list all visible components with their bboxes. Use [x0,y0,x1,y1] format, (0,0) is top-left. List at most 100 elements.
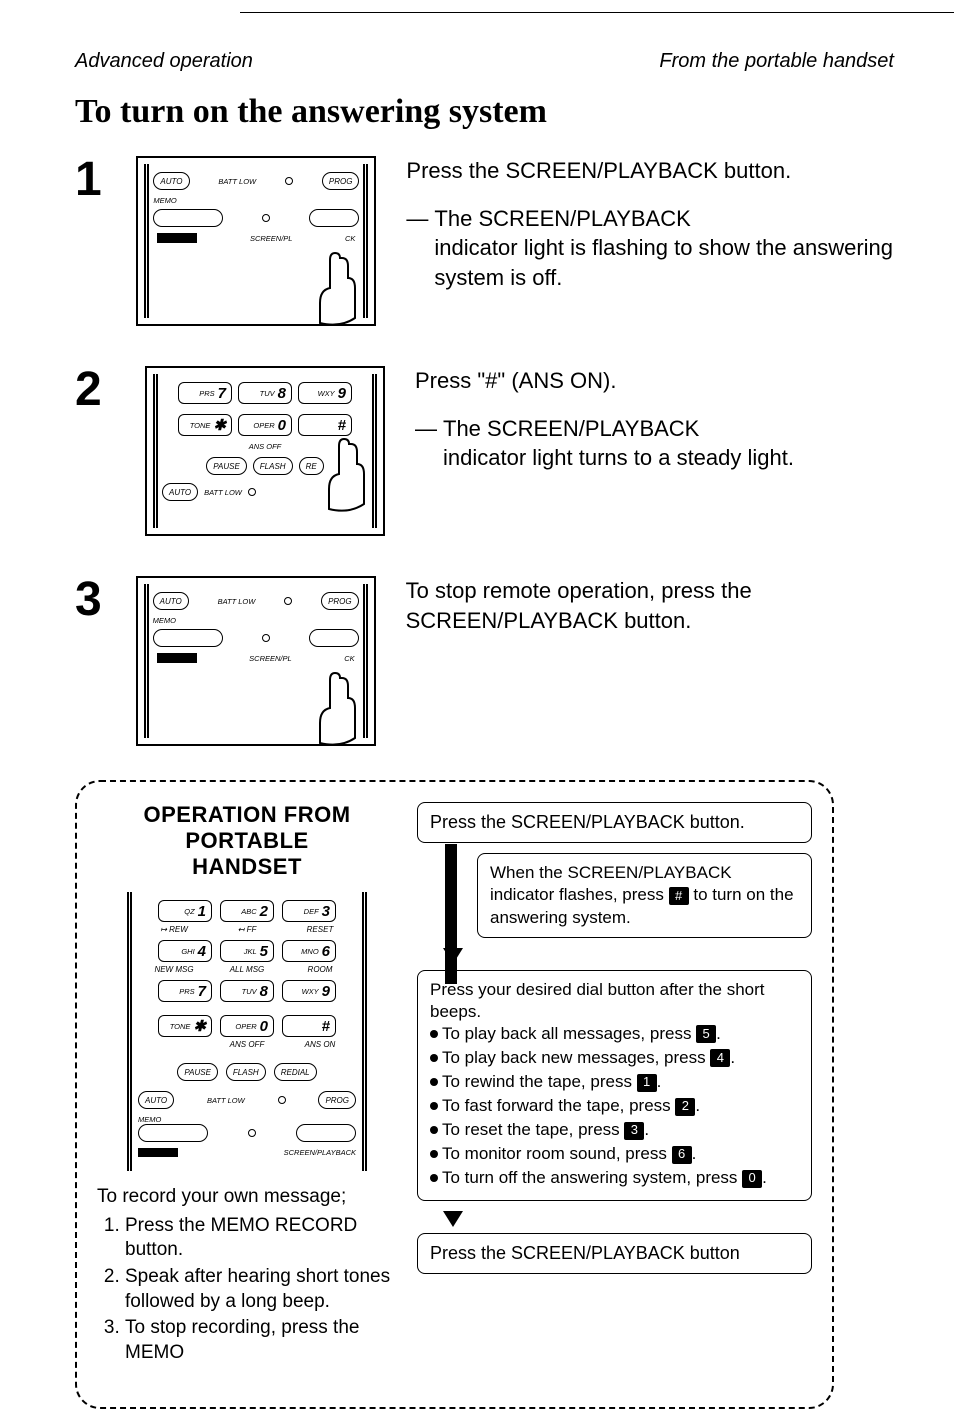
keypad-key-7: PRS7 [158,980,212,1002]
keypad-key-8: TUV8 [220,980,274,1002]
flow-bullet: To turn off the answering system, press … [430,1167,799,1189]
keypad-key-5: JKL5 [220,940,274,962]
hand-icon [309,434,379,514]
batt-low-label: BATT LOW [218,597,256,606]
key-7: PRS7 [178,382,232,404]
step-2-para2a: The SCREEN/PLAYBACK [443,414,699,444]
prog-button: PROG [321,592,359,610]
screen-playback-label: SCREEN/PLAYBACK [284,1148,356,1157]
op-title-1: OPERATION FROM PORTABLE [97,802,397,854]
auto-button: AUTO [138,1091,174,1109]
flow-bullet: To reset the tape, press 3. [430,1119,799,1141]
step-number: 2 [75,366,115,414]
step-1: 1 AUTO BATT LOW PROG MEMO SCREEN/PL CK [75,156,894,326]
flow-arrow-line [445,844,457,984]
keypad-key-3: DEF3 [282,900,336,922]
step-number: 3 [75,576,106,624]
dash: — [415,414,443,444]
led-icon [262,214,270,222]
keypad-key-6: MNO6 [282,940,336,962]
keypad-key-4: GHI4 [158,940,212,962]
memo-record-button [153,209,223,227]
record-instructions: To record your own message; Press the ME… [97,1185,397,1366]
memo-label: MEMO [153,616,359,625]
key-icon-3: 3 [624,1122,644,1140]
operation-left: OPERATION FROM PORTABLE HANDSET QZ1ABC2D… [97,802,397,1397]
key-icon-6: 6 [672,1146,692,1164]
auto-button: AUTO [153,592,189,610]
key-icon-1: 1 [637,1074,657,1092]
memo-record-button [153,629,223,647]
step-1-text: Press the SCREEN/PLAYBACK button. — The … [406,156,894,293]
record-step: To stop recording, press the MEMO [125,1316,397,1365]
hand-icon [300,668,370,746]
bullet-icon [430,1054,438,1062]
key-sublabel [144,1040,204,1049]
led-icon [248,1129,256,1137]
top-rule [240,12,954,13]
key-8: TUV8 [238,382,292,404]
record-step: Speak after hearing short tones followed… [125,1265,397,1314]
page-title: To turn on the answering system [75,93,894,131]
pause-button: PAUSE [206,457,247,475]
key-sublabel: ALL MSG [217,965,277,974]
screen-playback-button [309,209,359,227]
record-label [157,653,197,663]
record-label [138,1148,178,1157]
key-star: TONE✱ [178,414,232,436]
led-icon [278,1096,286,1104]
flow-bullet: To rewind the tape, press 1. [430,1071,799,1093]
bullet-icon [430,1102,438,1110]
bullet-icon [430,1126,438,1134]
flow-box-1: Press the SCREEN/PLAYBACK button. [417,802,812,843]
bullet-icon [430,1030,438,1038]
flow-bullet: To monitor room sound, press 6. [430,1143,799,1165]
redial-button: REDIAL [274,1063,317,1081]
flash-button: FLASH [253,457,293,475]
step-2-text: Press "#" (ANS ON). — The SCREEN/PLAYBAC… [415,366,794,473]
record-label [157,233,197,243]
dash: — [406,204,434,234]
diagram-step-2: PRS7 TUV8 WXY9 TONE✱ OPER0 # ANS OFF PAU… [145,366,385,536]
handset-diagram: QZ1ABC2DEF3↦ REW↤ FFRESETGHI4JKL5MNO6NEW… [127,892,367,1171]
ck-label: CK [344,654,354,663]
key-sublabel: NEW MSG [144,965,204,974]
flow-bullet: To fast forward the tape, press 2. [430,1095,799,1117]
memo-label: MEMO [138,1115,356,1124]
key-0: OPER0 [238,414,292,436]
key-sublabel: ↤ FF [217,925,277,934]
prog-button: PROG [322,172,360,190]
keypad-key-2: ABC2 [220,900,274,922]
led-icon [248,488,256,496]
bullet-icon [430,1174,438,1182]
flash-button: FLASH [226,1063,266,1081]
header-right: From the portable handset [659,50,894,73]
step-number: 1 [75,156,106,204]
op-title-2: HANDSET [97,854,397,880]
screen-playback-button [309,629,359,647]
diagram-step-1: AUTO BATT LOW PROG MEMO SCREEN/PL CK [136,156,376,326]
key-hash: # [298,414,352,436]
operation-title: OPERATION FROM PORTABLE HANDSET [97,802,397,880]
memo-label: MEMO [153,196,359,205]
ck-label: CK [345,234,355,243]
batt-low-label: BATT LOW [204,488,242,497]
batt-low-label: BATT LOW [207,1096,245,1105]
step-1-para1: Press the SCREEN/PLAYBACK button. [406,156,894,186]
hand-icon [300,248,370,326]
hash-key-icon: # [669,887,689,905]
header-left: Advanced operation [75,50,253,73]
flowchart: Press the SCREEN/PLAYBACK button. When t… [417,802,812,1397]
key-sublabel: ↦ REW [144,925,204,934]
flow-box-2: When the SCREEN/PLAYBACK indicator flash… [477,853,812,937]
record-intro: To record your own message; [97,1185,397,1210]
step-1-para2b: indicator light is flashing to show the … [406,233,894,292]
keypad-key-0: OPER0 [220,1015,274,1037]
step-3-text: To stop remote operation, press the SCRE… [406,576,894,653]
key-sublabel: RESET [290,925,350,934]
flow-bullet: To play back all messages, press 5. [430,1023,799,1045]
led-icon [284,597,292,605]
key-icon-0: 0 [742,1170,762,1188]
led-icon [285,177,293,185]
flow-bullet: To play back new messages, press 4. [430,1047,799,1069]
